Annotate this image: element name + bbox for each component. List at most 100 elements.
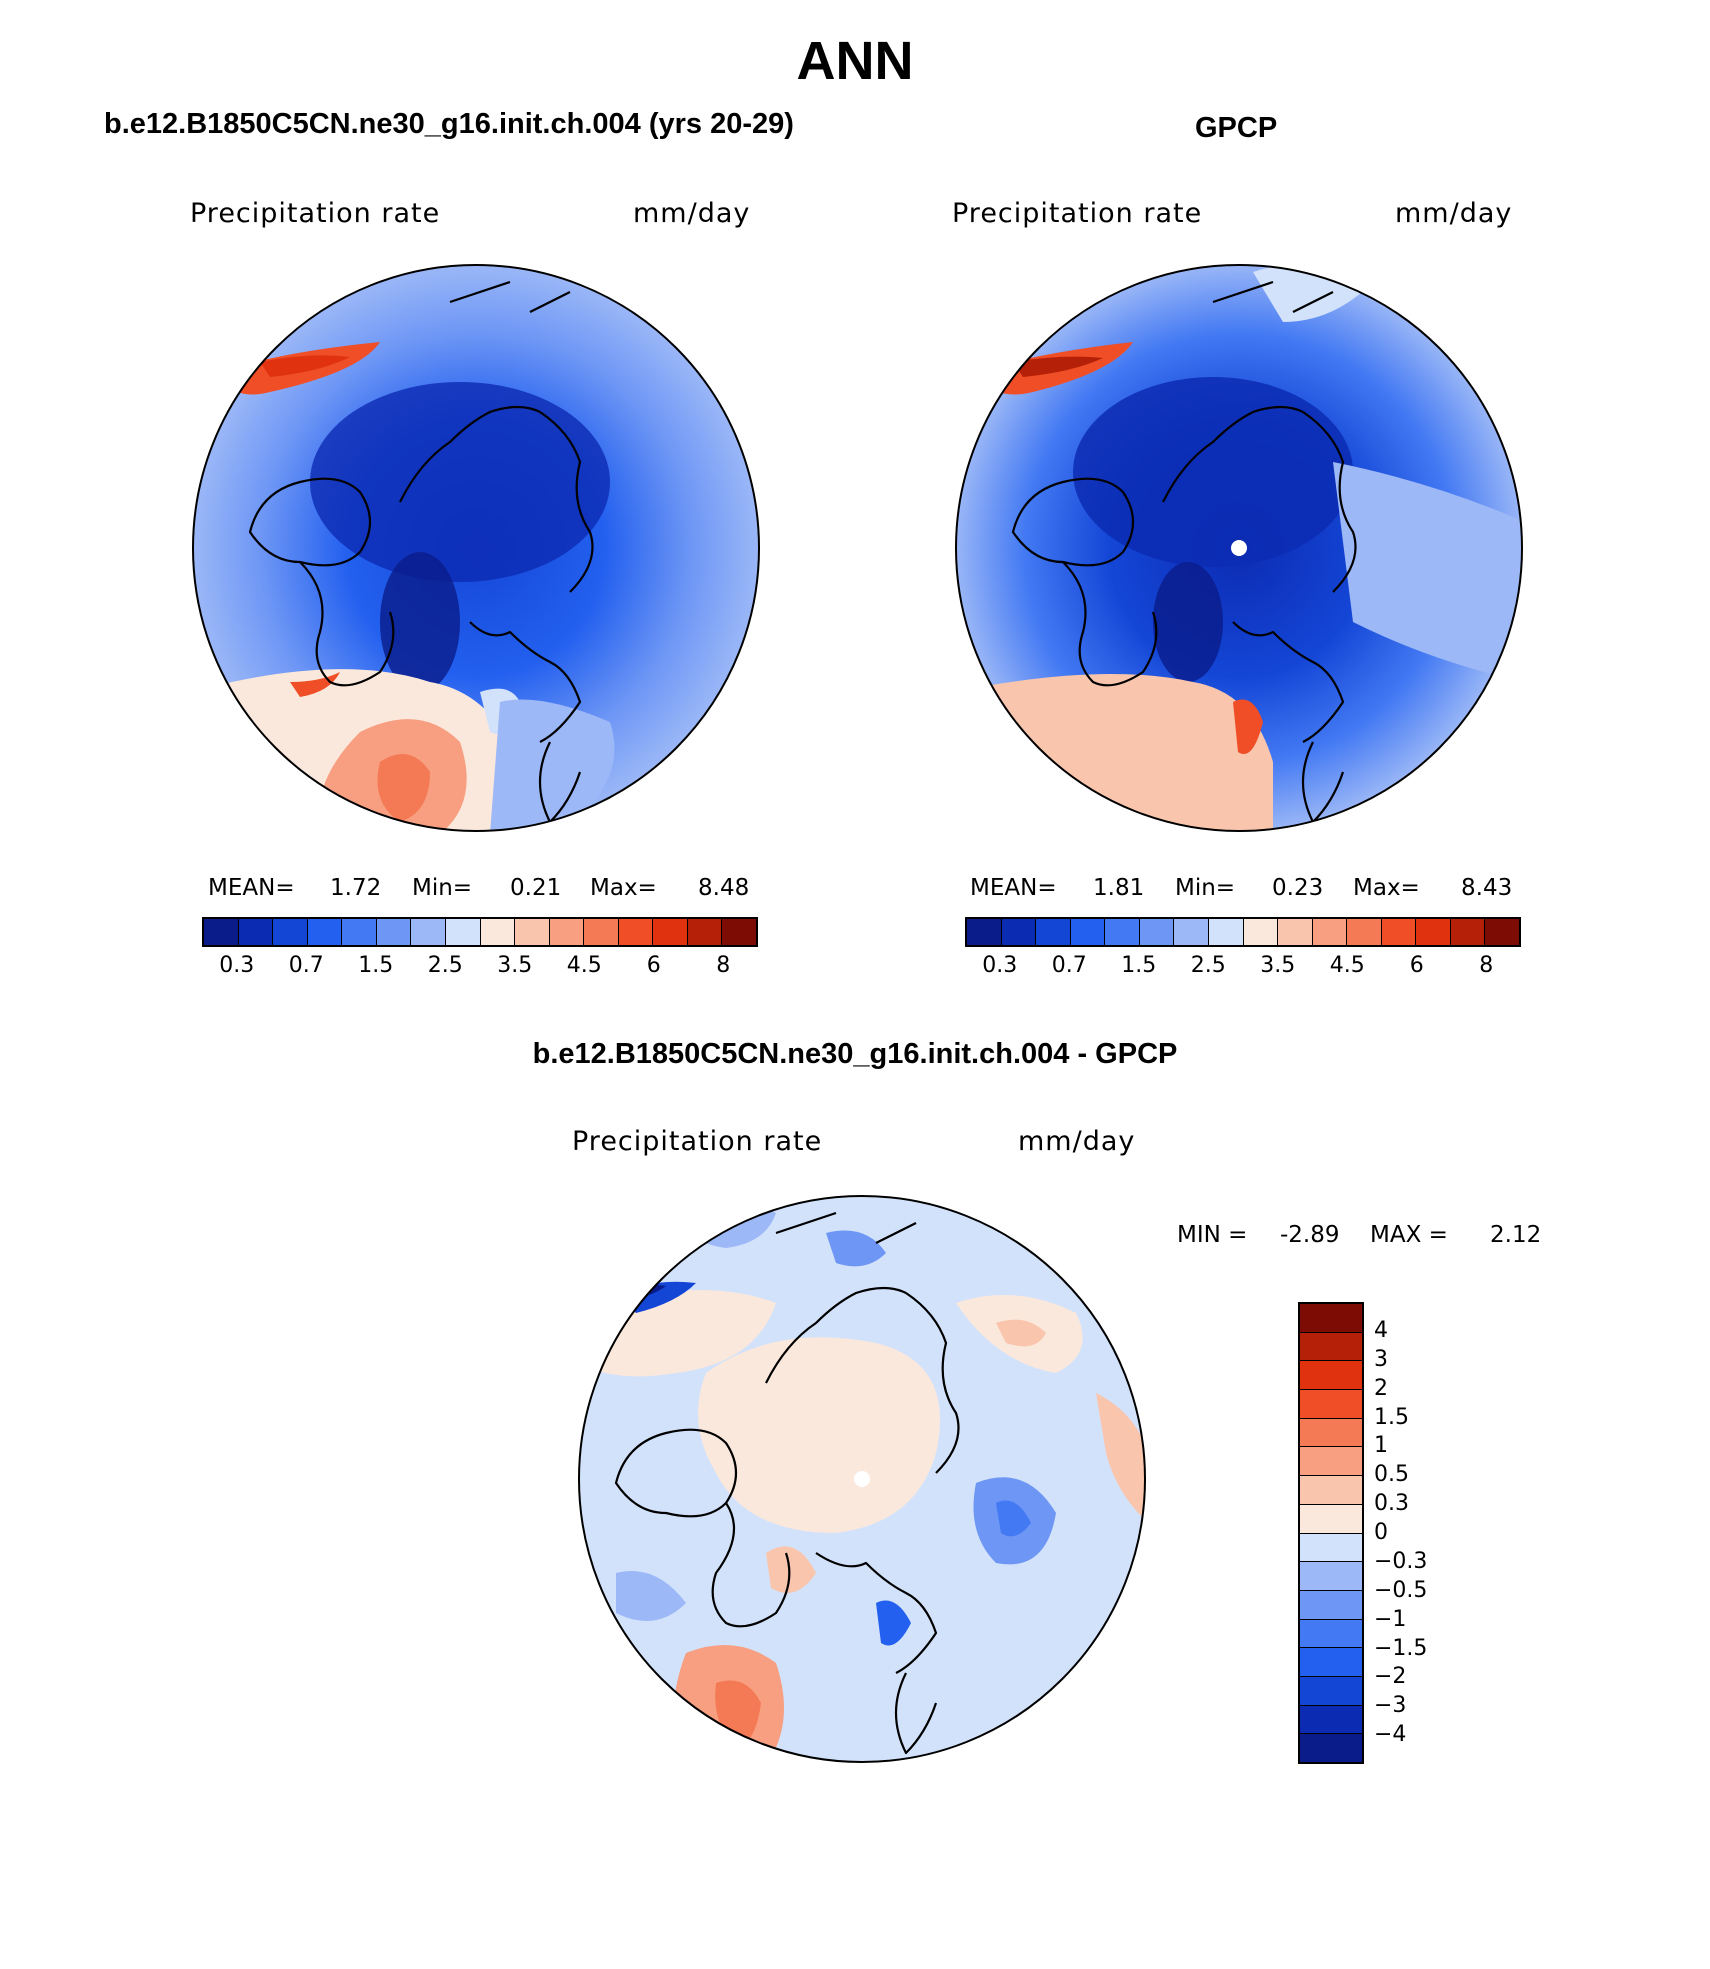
colorbar-tick-label: 8 — [1479, 953, 1494, 978]
colorbar-swatch — [1300, 1590, 1362, 1620]
colorbar-swatch — [1139, 919, 1175, 945]
difference-max-value: 2.12 — [1490, 1222, 1542, 1248]
colorbar-swatch — [1300, 1476, 1362, 1505]
colorbar-swatch — [1300, 1734, 1362, 1762]
colorbar-swatch — [1381, 919, 1417, 945]
colorbar-swatch — [411, 919, 446, 945]
colorbar-tick-label: 1.5 — [358, 953, 394, 978]
colorbar-swatch — [1036, 919, 1071, 945]
colorbar-swatch — [1001, 919, 1037, 945]
colorbar-swatch — [1450, 919, 1486, 945]
model-polar-map — [192, 264, 760, 832]
colorbar-swatch — [1300, 1504, 1362, 1534]
obs-variable-label: Precipitation rate — [952, 198, 1203, 229]
colorbar-tick-label: 1.5 — [1121, 953, 1157, 978]
obs-max-label: Max= — [1353, 875, 1420, 901]
colorbar-tick-label: −1 — [1374, 1606, 1407, 1632]
colorbar-swatch — [1300, 1619, 1362, 1649]
colorbar-tick-label: 6 — [1409, 953, 1424, 978]
difference-min-value: -2.89 — [1280, 1222, 1340, 1248]
colorbar-tick-label: 3 — [1374, 1346, 1388, 1372]
colorbar-tick-label: 6 — [646, 953, 661, 978]
obs-panel-title: GPCP — [1195, 112, 1278, 144]
colorbar-tick-label: 0.7 — [288, 953, 324, 978]
colorbar-swatch — [307, 919, 343, 945]
obs-colorbar-ticks: 0.3 0.7 1.5 2.5 3.5 4.5 6 8 — [965, 953, 1521, 983]
colorbar-tick-label: 4.5 — [1329, 953, 1365, 978]
colorbar-tick-label: 1 — [1374, 1433, 1388, 1459]
colorbar-swatch — [584, 919, 619, 945]
model-min-value: 0.21 — [510, 875, 562, 901]
difference-variable-label: Precipitation rate — [572, 1126, 823, 1157]
colorbar-tick-label: 3.5 — [497, 953, 533, 978]
colorbar-swatch — [480, 919, 516, 945]
colorbar-swatch — [722, 919, 756, 945]
colorbar-swatch — [1300, 1390, 1362, 1419]
colorbar-tick-label: −0.3 — [1374, 1548, 1428, 1574]
model-panel-title: b.e12.B1850C5CN.ne30_g16.init.ch.004 (yr… — [104, 108, 794, 140]
colorbar-swatch — [204, 919, 239, 945]
model-max-value: 8.48 — [698, 875, 750, 901]
difference-panel-title: b.e12.B1850C5CN.ne30_g16.init.ch.004 - G… — [532, 1038, 1178, 1070]
colorbar-swatch — [445, 919, 481, 945]
colorbar-tick-label: 4 — [1374, 1317, 1388, 1343]
model-mean-label: MEAN= — [208, 875, 295, 901]
model-max-label: Max= — [590, 875, 657, 901]
obs-mean-label: MEAN= — [970, 875, 1057, 901]
colorbar-swatch — [342, 919, 377, 945]
colorbar-swatch — [687, 919, 723, 945]
colorbar-tick-label: 0.5 — [1374, 1462, 1409, 1488]
colorbar-swatch — [1300, 1304, 1362, 1333]
colorbar-swatch — [1300, 1418, 1362, 1448]
figure-title: ANN — [796, 31, 914, 91]
obs-mean-value: 1.81 — [1093, 875, 1145, 901]
colorbar-swatch — [967, 919, 1002, 945]
colorbar-swatch — [1243, 919, 1279, 945]
model-variable-label: Precipitation rate — [190, 198, 441, 229]
colorbar-tick-label: 0.3 — [1374, 1491, 1409, 1517]
colorbar-swatch — [1174, 919, 1209, 945]
colorbar-tick-label: 2.5 — [1190, 953, 1226, 978]
colorbar-swatch — [1105, 919, 1140, 945]
colorbar-tick-label: 4.5 — [566, 953, 602, 978]
colorbar-swatch — [1300, 1676, 1362, 1706]
obs-max-value: 8.43 — [1461, 875, 1513, 901]
obs-min-value: 0.23 — [1272, 875, 1324, 901]
model-min-label: Min= — [412, 875, 473, 901]
colorbar-swatch — [1300, 1447, 1362, 1477]
colorbar-tick-label: −2 — [1374, 1664, 1407, 1690]
colorbar-tick-label: −4 — [1374, 1722, 1407, 1748]
colorbar-swatch — [1070, 919, 1106, 945]
colorbar-tick-label: 3.5 — [1260, 953, 1296, 978]
difference-colorbar-ticks: 4 3 2 1.5 1 0.5 0.3 0 −0.3 −0.5 −1 −1.5 −2 −3 −4 — [1374, 1302, 1494, 1764]
model-mean-value: 1.72 — [330, 875, 382, 901]
colorbar-swatch — [1208, 919, 1244, 945]
obs-colorbar — [965, 917, 1521, 947]
colorbar-tick-label: 2.5 — [427, 953, 463, 978]
colorbar-tick-label: 2 — [1374, 1375, 1388, 1401]
colorbar-swatch — [515, 919, 550, 945]
model-colorbar-ticks: 0.3 0.7 1.5 2.5 3.5 4.5 6 8 — [202, 953, 758, 983]
colorbar-swatch — [1347, 919, 1382, 945]
difference-colorbar — [1298, 1302, 1364, 1764]
colorbar-tick-label: 1.5 — [1374, 1404, 1409, 1430]
obs-min-label: Min= — [1175, 875, 1236, 901]
difference-polar-map — [578, 1195, 1146, 1763]
colorbar-tick-label: −3 — [1374, 1693, 1407, 1719]
colorbar-swatch — [1300, 1562, 1362, 1591]
colorbar-tick-label: 0.7 — [1051, 953, 1087, 978]
colorbar-swatch — [238, 919, 274, 945]
colorbar-tick-label: 0 — [1374, 1520, 1388, 1545]
difference-units-label: mm/day — [1018, 1126, 1136, 1157]
difference-min-label: MIN = — [1177, 1222, 1248, 1248]
colorbar-swatch — [653, 919, 688, 945]
colorbar-swatch — [1485, 919, 1519, 945]
colorbar-tick-label: 0.3 — [982, 953, 1018, 978]
colorbar-swatch — [1312, 919, 1348, 945]
colorbar-tick-label: 0.3 — [219, 953, 255, 978]
colorbar-swatch — [1300, 1361, 1362, 1391]
difference-max-label: MAX = — [1370, 1222, 1448, 1248]
colorbar-swatch — [1278, 919, 1313, 945]
colorbar-swatch — [376, 919, 412, 945]
colorbar-swatch — [549, 919, 585, 945]
